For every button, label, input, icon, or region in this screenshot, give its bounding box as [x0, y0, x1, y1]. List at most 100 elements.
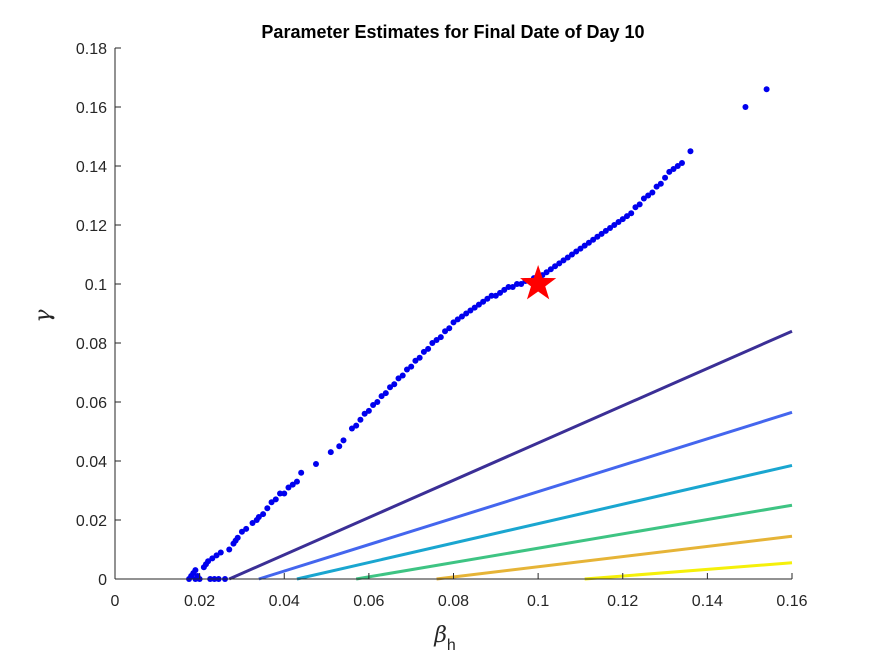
data-point: [505, 283, 512, 290]
data-point: [501, 286, 508, 293]
x-tick-label: 0.16: [776, 593, 807, 610]
data-point: [513, 281, 520, 287]
y-tick-label: 0.16: [76, 100, 107, 117]
x-tick-label: 0.08: [438, 593, 469, 610]
data-point: [568, 251, 575, 258]
data-point: [255, 514, 262, 521]
data-point: [420, 348, 427, 355]
data-point: [543, 269, 550, 276]
data-point: [378, 393, 385, 400]
y-tick-label: 0.1: [85, 277, 107, 294]
x-tick-label: 0.04: [269, 593, 300, 610]
data-point: [492, 292, 499, 299]
data-point: [645, 192, 652, 199]
data-point: [573, 248, 580, 255]
x-axis-label-main: β: [433, 623, 447, 648]
data-point: [657, 180, 664, 187]
data-point: [632, 204, 639, 211]
data-point: [425, 345, 432, 352]
data-point: [484, 295, 491, 302]
data-point: [361, 410, 368, 417]
data-point: [289, 481, 296, 488]
data-point: [497, 289, 504, 296]
data-point: [348, 425, 355, 432]
x-tick-label: 0.06: [353, 593, 384, 610]
data-point: [264, 505, 271, 512]
y-ticks: 0 0.02 0.04 0.06 0.08 0.1 0.12 0.14 0.16 0.18: [76, 41, 121, 589]
data-point: [243, 525, 250, 532]
data-point: [742, 104, 749, 110]
data-point: [598, 230, 605, 237]
x-tick-label: 0.14: [692, 593, 723, 610]
y-tick-label: 0.18: [76, 41, 107, 58]
data-point: [340, 437, 347, 444]
data-point: [640, 195, 647, 202]
true-value-star-marker: [520, 265, 557, 300]
data-point: [590, 236, 597, 243]
data-point: [285, 484, 292, 491]
y-tick-label: 0: [98, 572, 107, 589]
data-point: [674, 163, 681, 169]
x-ticks: 0 0.02 0.04 0.06 0.08 0.1 0.12 0.14 0.16: [111, 573, 808, 610]
data-point: [594, 233, 601, 240]
data-point: [217, 549, 224, 556]
data-point: [395, 375, 402, 382]
data-point: [552, 263, 559, 270]
data-point: [399, 372, 406, 379]
data-point: [518, 281, 525, 287]
x-tick-label: 0: [111, 593, 120, 610]
data-point: [678, 160, 685, 167]
y-tick-label: 0.14: [76, 159, 107, 176]
data-point: [636, 201, 643, 208]
data-point: [370, 401, 377, 408]
data-point: [336, 443, 343, 450]
data-point: [547, 266, 554, 273]
data-point: [205, 558, 212, 565]
data-point: [450, 319, 457, 326]
data-point: [357, 416, 364, 423]
data-point: [666, 168, 673, 175]
data-point: [488, 292, 495, 299]
data-point: [374, 399, 381, 405]
data-point: [213, 552, 220, 559]
y-tick-label: 0.08: [76, 336, 107, 353]
data-point: [277, 490, 284, 497]
data-point: [442, 328, 449, 335]
data-point: [353, 422, 360, 429]
y-tick-label: 0.12: [76, 218, 107, 235]
data-point: [226, 546, 233, 553]
y-tick-label: 0.02: [76, 513, 107, 530]
y-tick-label: 0.04: [76, 454, 107, 471]
data-point: [602, 227, 609, 234]
data-point: [293, 478, 300, 485]
reference-line-6: [584, 561, 793, 581]
data-point: [763, 86, 770, 93]
data-point: [607, 224, 614, 231]
data-point: [268, 499, 275, 506]
data-point: [577, 245, 584, 252]
data-point: [670, 165, 677, 172]
data-point: [615, 219, 622, 226]
x-axis-label: βh: [433, 623, 456, 654]
data-point: [623, 213, 630, 220]
x-axis-label-subscript: h: [447, 637, 456, 654]
y-tick-label: 0.06: [76, 395, 107, 412]
data-point: [564, 254, 571, 261]
data-point: [467, 307, 474, 314]
data-point: [312, 460, 319, 467]
data-point: [403, 366, 410, 373]
chart-title: Parameter Estimates for Final Date of Da…: [261, 22, 644, 42]
data-point: [416, 354, 423, 361]
reference-line-3: [296, 463, 793, 581]
data-point: [649, 189, 656, 196]
data-point: [433, 337, 440, 344]
reference-lines: [228, 329, 793, 581]
data-point: [209, 555, 216, 562]
data-point: [653, 183, 660, 190]
reference-line-2: [258, 410, 793, 581]
reference-line-5: [436, 534, 793, 581]
data-point: [556, 260, 563, 267]
x-tick-label: 0.02: [184, 593, 215, 610]
